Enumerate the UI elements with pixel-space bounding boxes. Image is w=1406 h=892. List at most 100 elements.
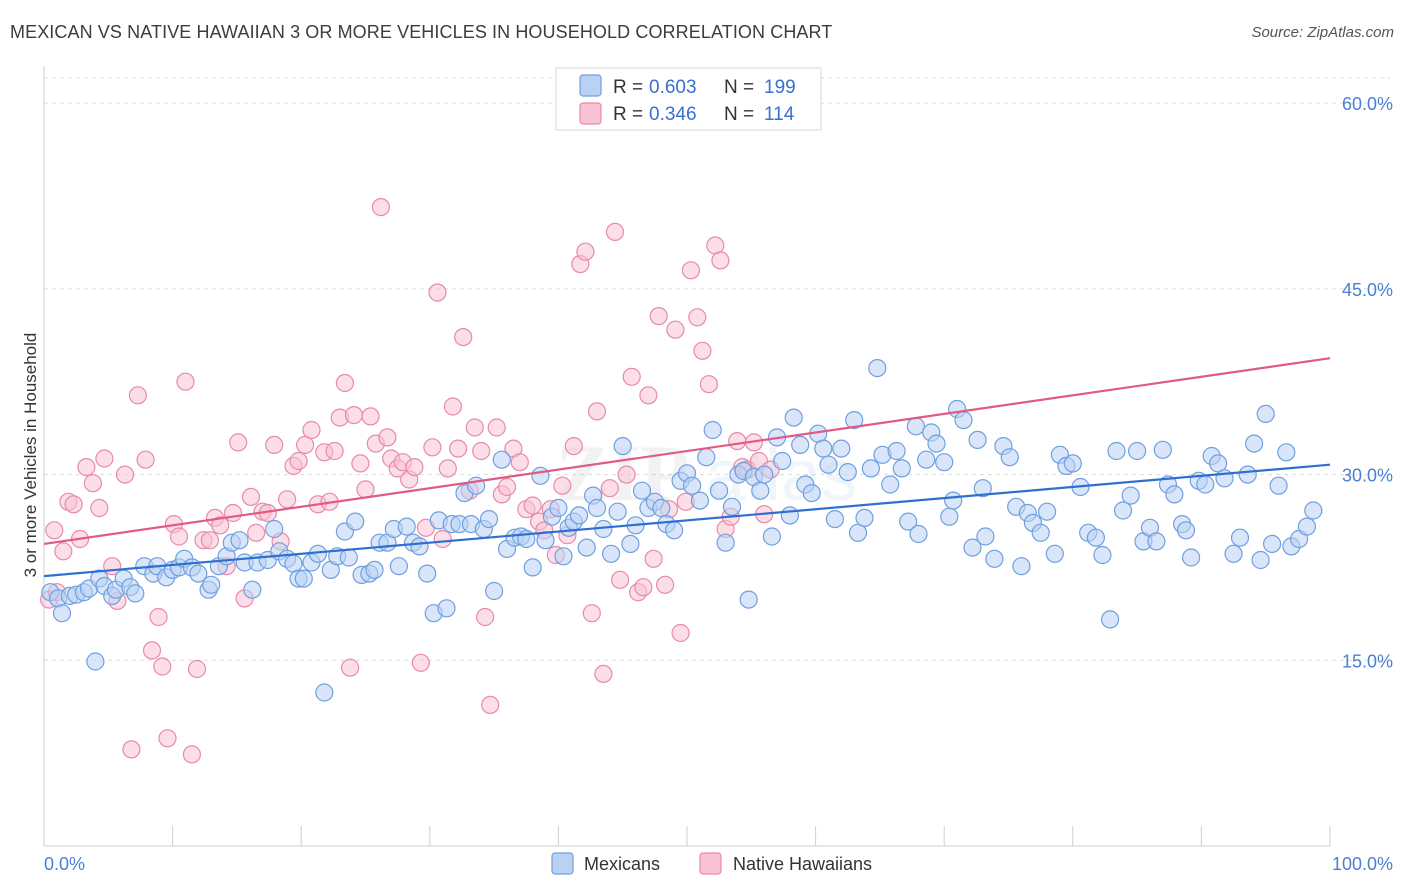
correlation-legend: R = 0.603 N = 199 R = 0.346 N = 114 (555, 67, 822, 131)
mexicans-point-139 (909, 524, 928, 544)
mexicans-point-2 (52, 604, 72, 623)
native-hawaiians-point-23 (176, 372, 195, 391)
mexicans-point-136 (892, 459, 911, 478)
mexicans-point-176 (1147, 532, 1166, 551)
native-hawaiians-point-93 (576, 242, 595, 261)
native-hawaiians-point-115 (699, 375, 719, 394)
native-hawaiians-point-50 (335, 373, 354, 393)
native-hawaiians-point-120 (728, 432, 747, 451)
mexicans-point-83 (569, 506, 589, 525)
mexicans-point-144 (940, 507, 959, 526)
mexicans-point-193 (1256, 404, 1275, 423)
mexicans-point-182 (1181, 548, 1201, 567)
native-hawaiians-point-32 (229, 433, 248, 452)
mexicans-point-118 (784, 408, 803, 427)
mexicans-point-75 (523, 558, 542, 577)
mexicans-point-143 (935, 453, 954, 472)
mexicans-point-101 (682, 476, 702, 495)
mexicans-point-61 (437, 599, 456, 618)
mexicans-point-116 (773, 451, 792, 471)
mexicans-point-130 (855, 508, 874, 528)
native-hawaiians-point-103 (634, 578, 653, 597)
mexicans-point-119 (791, 435, 810, 454)
native-hawaiians-point-53 (351, 454, 370, 473)
mexicans-point-184 (1196, 475, 1215, 494)
mexicans-point-68 (479, 509, 499, 529)
mexicans-point-168 (1093, 545, 1112, 565)
native-hawaiians-points (39, 198, 780, 764)
native-hawaiians-point-95 (587, 402, 607, 421)
y-tick-label-3: 60.0% (1342, 94, 1393, 114)
native-hawaiians-point-63 (405, 458, 424, 477)
native-hawaiians-point-58 (378, 428, 397, 447)
native-hawaiians-point-100 (617, 465, 636, 484)
chart-title: MEXICAN VS NATIVE HAWAIIAN 3 OR MORE VEH… (10, 22, 833, 42)
legend-r-value-2: 0.346 (649, 104, 697, 125)
native-hawaiians-point-7 (77, 458, 96, 477)
mexicans-point-96 (652, 498, 671, 518)
mexicans-point-160 (1037, 502, 1057, 521)
source-credit: Source: ZipAtlas.com (1251, 24, 1394, 41)
mexicans-point-173 (1127, 441, 1147, 461)
mexicans-point-91 (621, 534, 640, 554)
mexicans-point-113 (755, 465, 774, 484)
mexicans-point-7 (86, 652, 105, 671)
mexicans-point-93 (632, 481, 652, 500)
mexicans-point-199 (1297, 517, 1317, 536)
mexicans-point-140 (917, 450, 936, 469)
native-hawaiians-point-98 (605, 222, 625, 241)
mexicans-point-196 (1277, 443, 1296, 462)
native-hawaiians-point-27 (200, 531, 219, 550)
mexicans-point-86 (587, 498, 607, 518)
mexicans-point-142 (927, 434, 946, 453)
native-hawaiians-point-5 (64, 495, 83, 514)
bottom-legend-label-mexicans: Mexicans (584, 854, 660, 874)
y-tick-label-0: 15.0% (1342, 651, 1393, 671)
mexicans-point-107 (722, 497, 742, 516)
native-hawaiians-point-89 (553, 476, 572, 495)
mexicans-point-112 (751, 481, 770, 500)
native-hawaiians-point-15 (128, 386, 147, 405)
native-hawaiians-point-20 (158, 729, 177, 748)
mexicans-point-149 (968, 430, 987, 449)
mexicans-point-102 (690, 491, 710, 510)
mexicans-point-195 (1269, 476, 1288, 495)
mexicans-point-126 (832, 439, 851, 458)
native-hawaiians-point-114 (693, 341, 712, 360)
native-hawaiians-point-18 (149, 607, 168, 627)
mexicans-point-90 (613, 437, 632, 456)
mexicans-point-123 (814, 439, 833, 458)
native-hawaiians-point-69 (438, 459, 457, 478)
native-hawaiians-point-57 (371, 198, 390, 217)
mexicans-trend-line (43, 463, 1331, 578)
bottom-legend-swatch-native-hawaiians (699, 852, 722, 875)
mexicans-point-47 (346, 512, 365, 531)
native-hawaiians-point-105 (644, 549, 663, 568)
mexicans-point-23 (189, 564, 208, 583)
mexicans-point-110 (739, 590, 758, 609)
native-hawaiians-point-31 (223, 503, 243, 523)
native-hawaiians-point-1 (45, 521, 64, 540)
mexicans-points (41, 359, 1323, 702)
mexicans-point-98 (664, 521, 684, 540)
native-hawaiians-point-55 (361, 407, 380, 426)
mexicans-point-181 (1176, 521, 1196, 540)
mexicans-point-70 (492, 450, 511, 469)
native-hawaiians-point-99 (610, 570, 630, 589)
native-hawaiians-point-38 (265, 435, 284, 454)
mexicans-point-167 (1086, 528, 1106, 547)
mexicans-point-179 (1165, 485, 1184, 504)
native-hawaiians-point-22 (169, 527, 189, 546)
legend-n-label-2: N = (724, 104, 754, 125)
native-hawaiians-point-29 (211, 516, 230, 535)
native-hawaiians-point-35 (247, 523, 266, 542)
mexicans-point-148 (963, 538, 982, 557)
native-hawaiians-point-117 (711, 251, 730, 270)
mexicans-point-31 (243, 580, 262, 599)
native-hawaiians-point-77 (481, 695, 500, 715)
native-hawaiians-point-16 (136, 450, 155, 469)
mexicans-point-191 (1244, 434, 1264, 453)
mexicans-point-189 (1230, 528, 1250, 547)
mexicans-point-34 (265, 519, 284, 539)
legend-r-label-1: R = (613, 77, 643, 98)
